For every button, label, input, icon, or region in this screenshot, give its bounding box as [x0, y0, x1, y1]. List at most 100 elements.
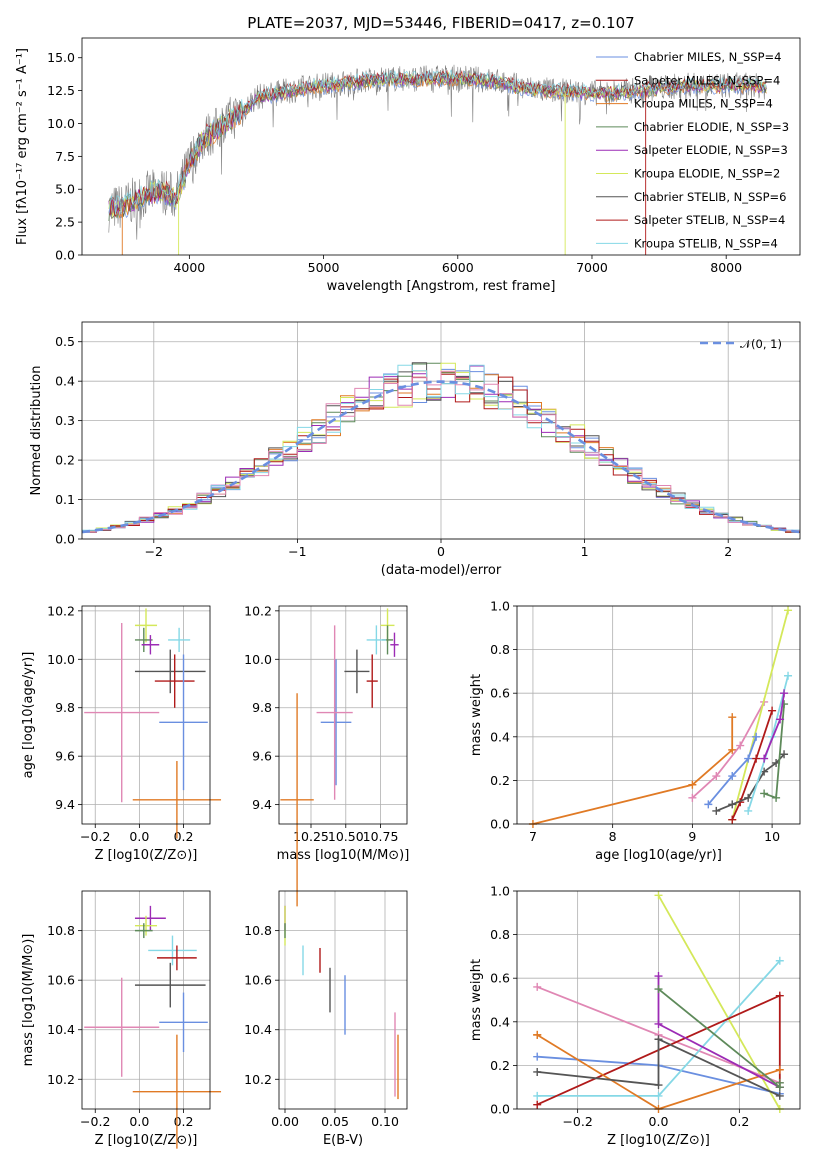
- y-tick-label: 0.2: [55, 453, 75, 468]
- spectrum-axes: 4000 5000 6000 7000 8000 0.0 2.5 5.0 7.5 10.0 12.5…: [47, 50, 742, 275]
- y-tick-label: 0.2: [490, 1058, 510, 1073]
- y-axis-label: mass weight: [469, 674, 484, 756]
- axes-frame: [516, 890, 801, 1110]
- legend-entry: Salpeter MILES, N_SSP=4: [634, 73, 780, 87]
- y-tick-label: 1.0: [490, 884, 510, 899]
- weight-point-marker: [533, 1030, 542, 1039]
- weight-point-marker: [654, 985, 663, 994]
- weight-point-marker: [752, 732, 761, 741]
- y-tick-label: 10.4: [47, 1022, 75, 1037]
- legend-entry: 𝒩(0, 1): [740, 337, 782, 351]
- y-tick-label: 0.0: [55, 248, 75, 263]
- y-tick-label: 12.5: [47, 83, 75, 98]
- y-axis-label: mass [log10(M/M⊙)]: [21, 934, 36, 1067]
- y-tick-label: 0.6: [490, 971, 510, 986]
- x-tick-label: 10.75: [363, 829, 399, 844]
- x-tick-label: 1: [581, 544, 589, 559]
- x-tick-label: 7: [529, 829, 537, 844]
- x-tick-label: 0.00: [271, 1114, 299, 1129]
- legend-entry: Chabrier STELIB, N_SSP=6: [634, 190, 786, 204]
- x-tick-label: 0.2: [729, 1114, 749, 1129]
- weight-point-marker: [752, 754, 761, 763]
- x-axis-label: mass [log10(M/M⊙)]: [277, 848, 410, 863]
- weight-point-marker: [775, 956, 784, 965]
- weight-point-marker: [768, 706, 777, 715]
- x-tick-label: 0.0: [129, 829, 149, 844]
- age-vs-z-axes: −0.2 0.0 0.2 9.4 9.6 9.8 10.0 10.2: [47, 603, 210, 844]
- y-tick-label: 9.8: [252, 700, 272, 715]
- y-tick-label: 0.4: [490, 1014, 510, 1029]
- x-tick-label: 10: [764, 829, 780, 844]
- weight-point-marker: [728, 772, 737, 781]
- y-axis-label: mass weight: [469, 959, 484, 1041]
- gaussian-reference-line: [81, 380, 801, 534]
- x-tick-label: −0.2: [80, 1114, 110, 1129]
- weight-point-marker: [772, 793, 781, 802]
- weight-series-line: [707, 736, 758, 805]
- histogram-series-step: [82, 370, 800, 533]
- x-tick-label: 0.2: [174, 829, 194, 844]
- x-tick-label: −0.2: [562, 1114, 592, 1129]
- x-tick-label: 10.25: [293, 829, 329, 844]
- weight-point-marker: [533, 1100, 542, 1109]
- model-spectrum-line: [108, 69, 767, 218]
- model-spectrum-line: [108, 69, 767, 215]
- axes-frame: [81, 605, 211, 825]
- x-tick-label: −0.2: [80, 829, 110, 844]
- weight-point-marker: [760, 789, 769, 798]
- x-tick-label: −2: [145, 544, 163, 559]
- y-tick-label: 0.4: [55, 374, 75, 389]
- y-tick-label: 10.2: [47, 603, 75, 618]
- weight-point-marker: [654, 891, 663, 900]
- axes-frame: [81, 890, 211, 1110]
- x-axis-label: Z [log10(Z/Z⊙)]: [607, 1133, 710, 1148]
- y-tick-label: 0.2: [490, 773, 510, 788]
- x-tick-label: −1: [288, 544, 306, 559]
- weight-point-marker: [728, 800, 737, 809]
- weight-point-marker: [728, 815, 737, 824]
- x-axis-label: E(B-V): [323, 1133, 363, 1148]
- y-tick-label: 1.0: [490, 599, 510, 614]
- x-axis-label: age [log10(age/yr)]: [595, 848, 722, 863]
- weight-point-marker: [728, 745, 737, 754]
- weight-point-marker: [533, 1052, 542, 1061]
- weight-series-line: [537, 1037, 781, 1097]
- weight-point-marker: [654, 1091, 663, 1100]
- weight-point-marker: [704, 800, 713, 809]
- weight-point-marker: [760, 754, 769, 763]
- y-tick-label: 7.5: [55, 149, 75, 164]
- weight-point-marker: [712, 806, 721, 815]
- x-axis-label: Z [log10(Z/Z⊙)]: [95, 848, 198, 863]
- x-tick-label: 4000: [173, 260, 205, 275]
- weight-point-marker: [688, 793, 697, 802]
- weight-point-marker: [654, 972, 663, 981]
- weight-point-marker: [533, 1091, 542, 1100]
- x-tick-label: 10.50: [328, 829, 364, 844]
- x-tick-label: 5000: [308, 260, 340, 275]
- y-tick-label: 2.5: [55, 215, 75, 230]
- x-axis-label: (data-model)/error: [381, 563, 502, 578]
- legend-entry: Chabrier MILES, N_SSP=4: [634, 50, 781, 64]
- axes-frame: [278, 890, 408, 1110]
- y-tick-label: 9.8: [55, 700, 75, 715]
- y-tick-label: 0.0: [55, 532, 75, 547]
- y-tick-label: 10.6: [47, 973, 75, 988]
- y-tick-label: 10.6: [244, 973, 272, 988]
- y-tick-label: 0.6: [490, 686, 510, 701]
- y-tick-label: 0.4: [490, 729, 510, 744]
- x-tick-label: 2: [724, 544, 732, 559]
- y-tick-label: 15.0: [47, 50, 75, 65]
- weight-point-marker: [776, 715, 785, 724]
- x-tick-label: 6000: [442, 260, 474, 275]
- x-tick-label: 0.10: [371, 1114, 399, 1129]
- y-tick-label: 10.0: [47, 116, 75, 131]
- x-tick-label: 0.2: [174, 1114, 194, 1129]
- weight-point-marker: [744, 806, 753, 815]
- y-tick-label: 0.5: [55, 334, 75, 349]
- x-tick-label: 0: [437, 544, 445, 559]
- x-tick-label: 0.05: [321, 1114, 349, 1129]
- y-axis-label: Flux [fλ10⁻¹⁷ erg cm⁻² s⁻¹ A⁻¹]: [15, 48, 30, 245]
- model-spectrum-line: [108, 71, 767, 219]
- y-tick-label: 5.0: [55, 182, 75, 197]
